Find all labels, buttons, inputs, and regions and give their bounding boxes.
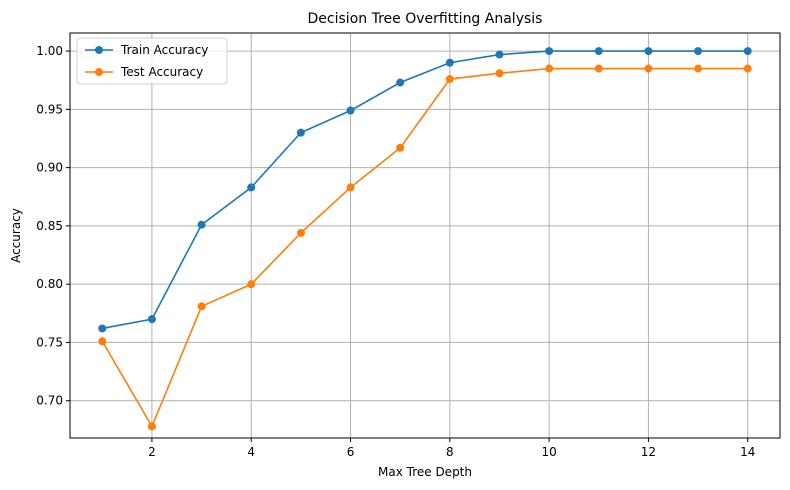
train-accuracy-point (296, 128, 305, 137)
train-accuracy-line (102, 50, 748, 330)
y-tick-label: 0.75 (36, 335, 63, 349)
x-tick-label: 8 (446, 445, 454, 459)
x-tick-label: 6 (347, 445, 355, 459)
legend-label-test-accuracy: Test Accuracy (120, 65, 203, 79)
series-test-accuracy (98, 64, 752, 431)
test-accuracy-line (101, 67, 748, 429)
plot-area-frame (69, 32, 781, 439)
train-accuracy-point (247, 183, 256, 192)
y-tick-label: 0.90 (36, 161, 63, 175)
y-axis: 0.70 0.75 0.80 0.85 0.90 0.95 1.00 (36, 44, 70, 408)
chart-title: Decision Tree Overfitting Analysis (308, 11, 543, 27)
test-accuracy-point (296, 228, 305, 237)
test-accuracy-point (545, 64, 554, 73)
legend-swatch-marker-test-accuracy (95, 68, 103, 76)
legend-box (76, 37, 228, 85)
test-accuracy-point (743, 64, 752, 73)
legend-label-train-accuracy: Train Accuracy (120, 43, 208, 57)
train-accuracy-point (346, 106, 355, 115)
test-accuracy-point (197, 302, 206, 311)
test-accuracy-point (644, 64, 653, 73)
x-axis-label: Max Tree Depth (378, 465, 472, 479)
x-axis: 2 4 6 8 10 12 14 (148, 438, 755, 459)
y-tick-label: 1.00 (36, 44, 63, 58)
y-tick-label: 0.70 (36, 394, 63, 408)
x-tick-label: 10 (541, 445, 556, 459)
legend-swatch-marker-train-accuracy (95, 46, 103, 54)
series-train-accuracy (98, 47, 752, 333)
x-tick-label: 4 (247, 445, 255, 459)
y-tick-label: 0.85 (36, 219, 63, 233)
x-tick-label: 14 (740, 445, 755, 459)
train-accuracy-point (644, 47, 653, 56)
train-accuracy-point (445, 58, 454, 67)
train-accuracy-point (545, 47, 554, 56)
legend: Train Accuracy Test Accuracy (76, 37, 228, 85)
train-accuracy-point (147, 315, 156, 324)
train-accuracy-point (694, 47, 703, 56)
test-accuracy-point (445, 75, 454, 84)
train-accuracy-point (197, 220, 206, 229)
test-accuracy-point (247, 280, 256, 289)
x-tick-label: 2 (148, 445, 156, 459)
train-accuracy-point (594, 47, 603, 56)
train-accuracy-point (98, 324, 107, 333)
test-accuracy-point (98, 337, 107, 346)
train-accuracy-point (396, 78, 405, 87)
train-accuracy-point (495, 50, 504, 59)
y-tick-label: 0.80 (36, 277, 63, 291)
test-accuracy-point (594, 64, 603, 73)
test-accuracy-point (147, 422, 156, 431)
test-accuracy-point (495, 69, 504, 78)
test-accuracy-point (396, 143, 405, 152)
grid (70, 33, 780, 438)
test-accuracy-point (694, 64, 703, 73)
train-accuracy-point (743, 47, 752, 56)
y-axis-label: Accuracy (9, 208, 23, 263)
y-tick-label: 0.95 (36, 102, 63, 116)
series-layer (98, 47, 752, 431)
test-accuracy-point (346, 183, 355, 192)
x-tick-label: 12 (641, 445, 656, 459)
